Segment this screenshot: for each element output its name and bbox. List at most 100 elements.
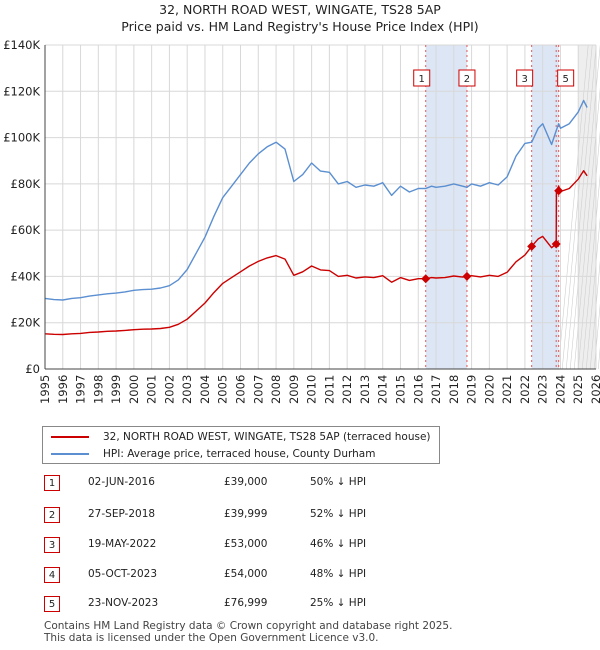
- future-hatch: [573, 87, 600, 370]
- footer-copyright: Contains HM Land Registry data © Crown c…: [44, 620, 453, 632]
- legend: 32, NORTH ROAD WEST, WINGATE, TS28 5AP (…: [42, 426, 440, 464]
- property-series-line: [44, 170, 588, 336]
- sale-number-label: 2: [464, 74, 470, 85]
- x-tick-label: 2009: [287, 375, 301, 404]
- y-tick-label: £100K: [3, 131, 40, 145]
- sale-price: £39,000: [224, 476, 268, 488]
- x-tick-label: 2015: [393, 375, 407, 404]
- legend-item-hpi: HPI: Average price, terraced house, Coun…: [51, 446, 375, 462]
- sale-date: 19-MAY-2022: [88, 538, 157, 550]
- sale-point: [551, 239, 561, 249]
- x-tick-label: 2008: [269, 375, 283, 404]
- future-hatch: [589, 260, 600, 370]
- x-tick-label: 1999: [109, 375, 123, 404]
- sale-marker-label: 4: [44, 567, 60, 583]
- sale-number-label: 3: [521, 74, 527, 85]
- plot-area: [45, 45, 596, 369]
- sale-point: [421, 274, 431, 284]
- x-tick-label: 2017: [429, 375, 443, 404]
- x-tick-label: 2006: [234, 375, 248, 404]
- y-tick-label: £40K: [11, 269, 41, 283]
- chart-title: 32, NORTH ROAD WEST, WINGATE, TS28 5AP: [159, 2, 441, 17]
- x-tick-label: 2010: [305, 375, 319, 404]
- y-tick-label: £80K: [11, 177, 41, 191]
- x-tick-label: 2012: [340, 375, 354, 404]
- x-tick-label: 1997: [74, 375, 88, 404]
- shaded-range: [425, 45, 467, 369]
- sale-price: £53,000: [224, 538, 268, 550]
- y-tick-label: £20K: [11, 316, 41, 330]
- legend-swatch-hpi: [51, 453, 89, 455]
- footer-license: This data is licensed under the Open Gov…: [44, 632, 379, 644]
- x-tick-label: 2004: [198, 375, 212, 404]
- x-tick-label: 2016: [411, 375, 425, 404]
- x-tick-label: 2005: [216, 375, 230, 404]
- table-row: 4 05-OCT-2023 £54,000 48% ↓ HPI: [42, 566, 442, 586]
- x-tick-label: 2019: [465, 375, 479, 404]
- sale-marker-label: 1: [44, 475, 60, 491]
- table-row: 1 02-JUN-2016 £39,000 50% ↓ HPI: [42, 474, 442, 494]
- x-tick-label: 2024: [553, 375, 567, 404]
- sale-date: 27-SEP-2018: [88, 508, 156, 520]
- table-row: 5 23-NOV-2023 £76,999 25% ↓ HPI: [42, 595, 442, 615]
- sale-hpi-diff: 48% ↓ HPI: [310, 568, 367, 580]
- future-hatch: [593, 303, 600, 370]
- future-hatch: [557, 44, 589, 370]
- sale-number-box: [413, 69, 431, 87]
- future-hatch: [561, 44, 593, 370]
- sale-marker-label: 3: [44, 537, 60, 553]
- x-tick-label: 2011: [322, 375, 336, 404]
- x-tick-label: 2025: [571, 375, 585, 404]
- sale-number-box: [458, 69, 476, 87]
- x-tick-label: 2026: [589, 375, 600, 404]
- sale-date: 23-NOV-2023: [88, 597, 159, 609]
- x-tick-label: 2003: [180, 375, 194, 404]
- sale-point: [554, 186, 564, 196]
- shaded-range: [531, 45, 559, 369]
- legend-label-hpi: HPI: Average price, terraced house, Coun…: [103, 448, 376, 460]
- x-tick-label: 1996: [56, 375, 70, 404]
- sale-hpi-diff: 25% ↓ HPI: [310, 597, 367, 609]
- x-tick-label: 2023: [536, 375, 550, 404]
- x-tick-label: 2022: [518, 375, 532, 404]
- sale-number-label: 5: [562, 74, 568, 85]
- sale-date: 05-OCT-2023: [88, 568, 157, 580]
- x-tick-label: 2002: [162, 375, 176, 404]
- sale-hpi-diff: 46% ↓ HPI: [310, 538, 367, 550]
- sale-marker-label: 5: [44, 596, 60, 612]
- y-tick-label: £0: [25, 362, 40, 376]
- x-tick-label: 2018: [447, 375, 461, 404]
- sale-marker-label: 2: [44, 507, 60, 523]
- sale-point: [527, 241, 537, 251]
- table-row: 3 19-MAY-2022 £53,000 46% ↓ HPI: [42, 536, 442, 556]
- sale-price: £39,999: [224, 508, 268, 520]
- future-region: [578, 45, 596, 369]
- legend-swatch-property: [51, 436, 89, 438]
- x-tick-label: 2001: [145, 375, 159, 404]
- price-chart: 1 2 3 5 £0 £20K £40K £60K £80K £100K £120K £140K 199…: [3, 38, 600, 404]
- x-tick-label: 2020: [482, 375, 496, 404]
- x-tick-label: 2007: [251, 375, 265, 404]
- future-hatch: [585, 216, 600, 370]
- chart-subtitle: Price paid vs. HM Land Registry's House …: [121, 19, 479, 34]
- future-hatch: [565, 44, 597, 370]
- legend-item-property: 32, NORTH ROAD WEST, WINGATE, TS28 5AP (…: [51, 429, 431, 445]
- sale-number-label: 1: [419, 74, 425, 85]
- legend-label-property: 32, NORTH ROAD WEST, WINGATE, TS28 5AP (…: [103, 431, 431, 443]
- x-tick-label: 1995: [38, 375, 52, 404]
- future-hatch: [569, 44, 600, 370]
- future-hatch: [581, 173, 600, 370]
- sale-price: £76,999: [224, 597, 268, 609]
- x-tick-label: 2013: [358, 375, 372, 404]
- x-tick-label: 2000: [127, 375, 141, 404]
- sale-date: 02-JUN-2016: [88, 476, 155, 488]
- x-tick-label: 2014: [376, 375, 390, 404]
- sale-point: [462, 271, 472, 281]
- x-tick-label: 1998: [91, 375, 105, 404]
- y-tick-label: £60K: [11, 223, 41, 237]
- y-tick-label: £120K: [3, 84, 40, 98]
- x-tick-label: 2021: [500, 375, 514, 404]
- sale-price: £54,000: [224, 568, 268, 580]
- table-row: 2 27-SEP-2018 £39,999 52% ↓ HPI: [42, 506, 442, 526]
- sale-hpi-diff: 52% ↓ HPI: [310, 508, 367, 520]
